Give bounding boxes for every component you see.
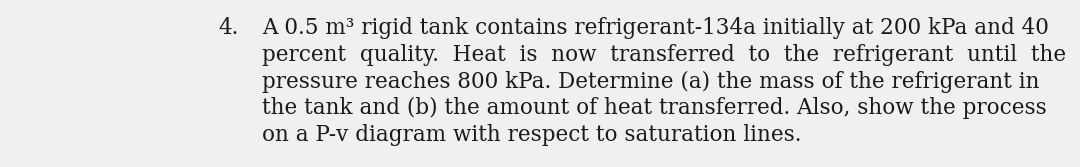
Text: percent  quality.  Heat  is  now  transferred  to  the  refrigerant  until  the: percent quality. Heat is now transferred… bbox=[262, 44, 1066, 66]
Text: the tank and (b) the amount of heat transferred. Also, show the process: the tank and (b) the amount of heat tran… bbox=[262, 97, 1047, 120]
Text: pressure reaches 800 kPa. Determine (a) the mass of the refrigerant in: pressure reaches 800 kPa. Determine (a) … bbox=[262, 71, 1039, 93]
Text: on a P-v diagram with respect to saturation lines.: on a P-v diagram with respect to saturat… bbox=[262, 124, 801, 146]
Text: A 0.5 m³ rigid tank contains refrigerant-134a initially at 200 kPa and 40: A 0.5 m³ rigid tank contains refrigerant… bbox=[262, 17, 1049, 39]
Text: 4.: 4. bbox=[218, 17, 239, 39]
